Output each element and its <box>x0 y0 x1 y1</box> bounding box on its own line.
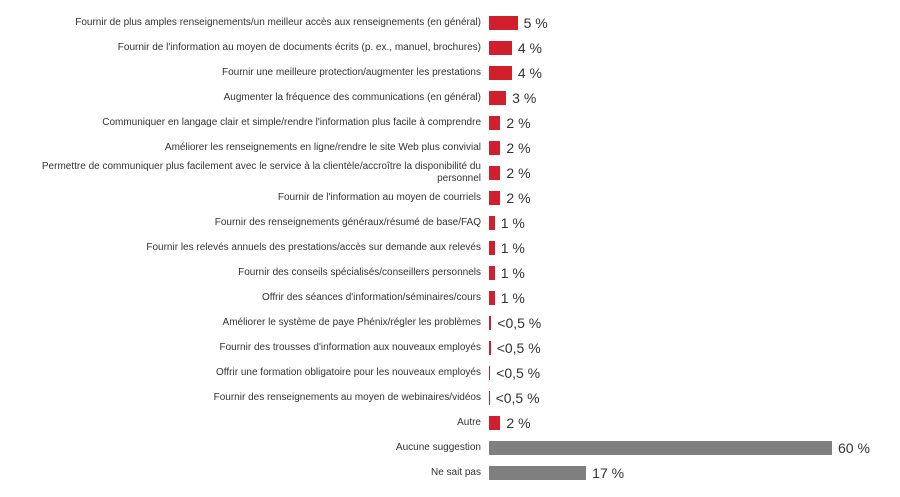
bar <box>489 266 495 280</box>
category-label: Permettre de communiquer plus facilement… <box>41 161 481 184</box>
value-label: 1 % <box>500 290 525 306</box>
value-label: <0,5 % <box>495 390 540 406</box>
category-label: Augmenter la fréquence des communication… <box>223 92 481 103</box>
value-label: 2 % <box>506 190 531 206</box>
bar <box>489 466 587 480</box>
bar <box>489 391 490 405</box>
value-label: 2 % <box>506 165 531 181</box>
category-label: Améliorer les renseignements en ligne/re… <box>164 142 481 153</box>
value-label: <0,5 % <box>496 365 541 381</box>
category-label: Fournir de l'information au moyen de doc… <box>117 42 481 53</box>
category-label: Fournir de l'information au moyen de cou… <box>277 192 481 203</box>
value-label: 4 % <box>517 65 542 81</box>
bar <box>489 341 491 355</box>
value-label: 2 % <box>506 140 531 156</box>
bar <box>489 116 501 130</box>
category-label: Fournir une meilleure protection/augment… <box>221 67 481 78</box>
bar <box>489 166 501 180</box>
category-label: Fournir les relevés annuels des prestati… <box>146 242 481 253</box>
category-label: Fournir des conseils spécialisés/conseil… <box>238 267 481 278</box>
bar <box>489 16 518 30</box>
category-label: Fournir des renseignements au moyen de w… <box>213 392 481 403</box>
category-label: Fournir des trousses d'information aux n… <box>219 342 482 353</box>
bar <box>489 216 495 230</box>
value-label: 60 % <box>838 440 870 456</box>
category-label: Ne sait pas <box>430 467 481 478</box>
value-label: <0,5 % <box>497 315 542 331</box>
value-label: 4 % <box>517 40 542 56</box>
bar <box>489 191 501 205</box>
value-label: 2 % <box>506 115 531 131</box>
value-label: 1 % <box>500 240 525 256</box>
bar <box>489 141 501 155</box>
category-label: Fournir des renseignements généraux/résu… <box>214 217 481 228</box>
bar <box>489 91 507 105</box>
category-label: Aucune suggestion <box>395 442 481 453</box>
value-label: 5 % <box>523 15 548 31</box>
bar <box>489 316 492 330</box>
category-label: Autre <box>457 417 481 428</box>
value-label: <0,5 % <box>496 340 541 356</box>
value-label: 3 % <box>512 90 537 106</box>
value-label: 1 % <box>500 215 525 231</box>
value-label: 2 % <box>506 415 531 431</box>
category-label: Offrir une formation obligatoire pour le… <box>216 367 481 378</box>
value-label: 1 % <box>500 265 525 281</box>
category-label: Fournir de plus amples renseignements/un… <box>75 17 481 28</box>
bar <box>489 366 491 380</box>
bar <box>489 291 495 305</box>
category-label: Communiquer en langage clair et simple/r… <box>102 117 481 128</box>
bar <box>489 416 501 430</box>
bar <box>489 41 512 55</box>
bar <box>489 441 832 455</box>
bar <box>489 66 512 80</box>
bar <box>489 241 495 255</box>
category-label: Améliorer le système de paye Phénix/régl… <box>222 317 481 328</box>
category-label: Offrir des séances d'information/séminai… <box>261 292 481 303</box>
value-label: 17 % <box>592 465 625 481</box>
